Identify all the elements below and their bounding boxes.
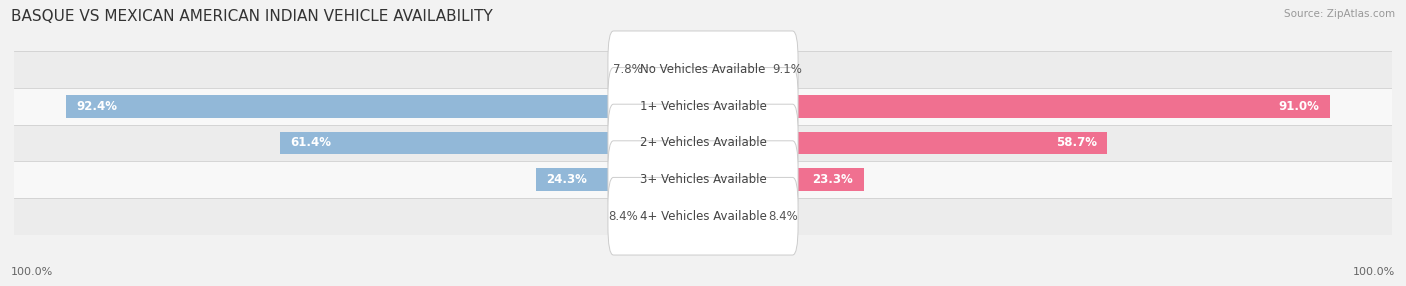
Bar xyxy=(703,58,766,81)
Bar xyxy=(703,132,1108,154)
Text: 92.4%: 92.4% xyxy=(77,100,118,113)
Text: 100.0%: 100.0% xyxy=(1353,267,1395,277)
Bar xyxy=(14,125,1392,161)
FancyBboxPatch shape xyxy=(607,67,799,145)
Text: 9.1%: 9.1% xyxy=(772,63,803,76)
Bar xyxy=(703,168,863,191)
Bar xyxy=(14,51,1392,88)
FancyBboxPatch shape xyxy=(607,141,799,219)
Text: Source: ZipAtlas.com: Source: ZipAtlas.com xyxy=(1284,9,1395,19)
Text: 2+ Vehicles Available: 2+ Vehicles Available xyxy=(640,136,766,150)
Text: 24.3%: 24.3% xyxy=(546,173,586,186)
Text: 8.4%: 8.4% xyxy=(768,210,797,223)
Bar xyxy=(14,198,1392,235)
Text: 7.8%: 7.8% xyxy=(613,63,643,76)
Bar xyxy=(650,58,703,81)
FancyBboxPatch shape xyxy=(607,31,799,109)
Bar xyxy=(536,168,703,191)
Text: 58.7%: 58.7% xyxy=(1056,136,1097,150)
Bar xyxy=(645,205,703,228)
Text: 1+ Vehicles Available: 1+ Vehicles Available xyxy=(640,100,766,113)
Legend: Basque, Mexican American Indian: Basque, Mexican American Indian xyxy=(561,282,845,286)
Bar xyxy=(14,88,1392,125)
Text: BASQUE VS MEXICAN AMERICAN INDIAN VEHICLE AVAILABILITY: BASQUE VS MEXICAN AMERICAN INDIAN VEHICL… xyxy=(11,9,494,23)
FancyBboxPatch shape xyxy=(607,177,799,255)
Text: No Vehicles Available: No Vehicles Available xyxy=(640,63,766,76)
Text: 3+ Vehicles Available: 3+ Vehicles Available xyxy=(640,173,766,186)
Text: 61.4%: 61.4% xyxy=(290,136,332,150)
Text: 100.0%: 100.0% xyxy=(11,267,53,277)
Text: 4+ Vehicles Available: 4+ Vehicles Available xyxy=(640,210,766,223)
Text: 23.3%: 23.3% xyxy=(813,173,853,186)
Bar xyxy=(703,205,761,228)
Bar xyxy=(66,95,703,118)
Bar xyxy=(703,95,1330,118)
Bar xyxy=(14,161,1392,198)
Text: 91.0%: 91.0% xyxy=(1278,100,1320,113)
Text: 8.4%: 8.4% xyxy=(609,210,638,223)
Bar xyxy=(280,132,703,154)
FancyBboxPatch shape xyxy=(607,104,799,182)
